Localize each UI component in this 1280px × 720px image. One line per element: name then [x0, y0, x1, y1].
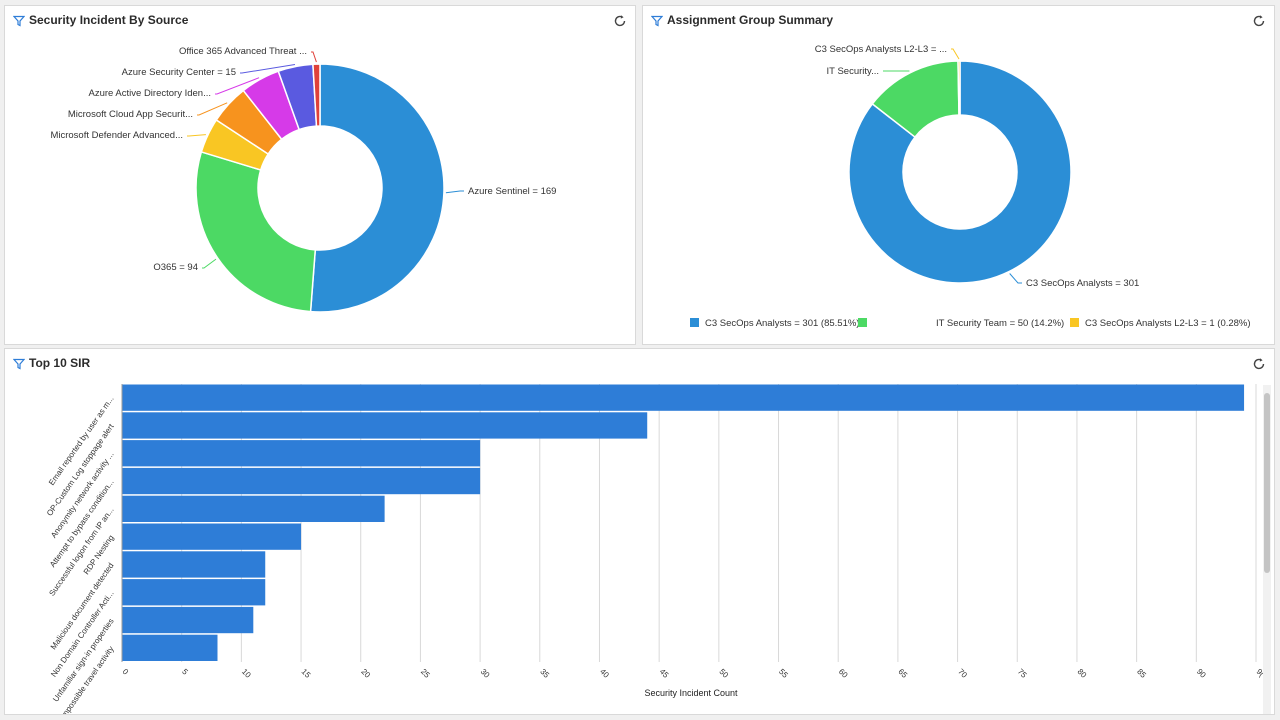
x-tick-label: 55 [777, 667, 790, 680]
label-leader-line [202, 258, 217, 269]
slice-label: Microsoft Cloud App Securit... [68, 109, 193, 120]
label-leader-line [187, 134, 206, 137]
x-tick-label: 85 [1135, 667, 1148, 680]
bar[interactable] [122, 467, 481, 495]
x-tick-label: 15 [300, 667, 313, 680]
legend-swatch [858, 318, 867, 327]
x-tick-label: 25 [419, 667, 432, 680]
donut-slice[interactable] [312, 63, 321, 127]
label-leader-line [215, 77, 260, 95]
label-leader-line [311, 51, 317, 63]
filter-icon[interactable] [13, 15, 25, 27]
refresh-icon[interactable] [1252, 357, 1266, 371]
panel-title: Top 10 SIR [29, 356, 91, 370]
bar[interactable] [122, 606, 254, 634]
label-leader-line [240, 64, 296, 74]
slice-label: Office 365 Advanced Threat ... [179, 46, 307, 57]
label-leader-line [197, 102, 228, 116]
x-tick-label: 70 [956, 667, 969, 680]
top-10-sir-bar-chart: 0 5 10 15 20 25 30 35 40 45 50 55 60 65 70 75 80 85 90 9(Em… [45, 384, 1263, 714]
scrollbar-thumb[interactable] [1264, 393, 1270, 573]
refresh-icon[interactable] [613, 14, 627, 28]
bar[interactable] [122, 384, 1245, 411]
bar[interactable] [122, 523, 302, 550]
panel-title: Security Incident By Source [29, 13, 189, 27]
slice-label: IT Security... [827, 66, 879, 77]
vertical-scrollbar[interactable] [1263, 385, 1271, 714]
bar[interactable] [122, 495, 385, 522]
slice-label: Azure Security Center = 15 [122, 67, 236, 78]
top-10-sir-panel: Top 10 SIR 0 5 10 15 20 25 30 35 40 45 50 55 60 65 70 7… [4, 348, 1275, 715]
slice-label: C3 SecOps Analysts = 301 [1026, 278, 1139, 289]
x-axis-title: Security Incident Count [644, 688, 738, 698]
legend-swatch [1070, 318, 1079, 327]
slice-label: C3 SecOps Analysts L2-L3 = ... [815, 44, 947, 55]
security-incident-by-source-panel: Security Incident By Source Azure Sentin… [4, 5, 636, 345]
source-donut-chart: Azure Sentinel = 169 O365 = 94 Microsoft D… [50, 46, 556, 313]
bar[interactable] [122, 412, 648, 439]
x-tick-label: 30 [479, 667, 492, 680]
donut-slice[interactable] [848, 60, 1072, 284]
legend-swatch [690, 318, 699, 327]
x-tick-label: 75 [1016, 667, 1029, 680]
donut-slice[interactable] [195, 150, 317, 313]
x-tick-label: 65 [896, 667, 909, 680]
x-tick-label: 40 [598, 667, 611, 680]
bar[interactable] [122, 440, 481, 467]
filter-icon[interactable] [13, 358, 25, 370]
legend-label: C3 SecOps Analysts L2-L3 = 1 (0.28%) [1085, 318, 1251, 329]
legend-label: C3 SecOps Analysts = 301 (85.51%) [705, 318, 859, 329]
label-leader-line [1009, 273, 1022, 284]
filter-icon[interactable] [651, 15, 663, 27]
label-leader-line [951, 48, 960, 60]
x-tick-label: 60 [837, 667, 850, 680]
x-tick-label: 9( [1255, 667, 1263, 679]
x-tick-label: 45 [658, 667, 671, 680]
assignment-group-summary-panel: Assignment Group Summary C3 SecOps Analy… [642, 5, 1275, 345]
x-tick-label: 90 [1195, 667, 1208, 680]
donut-slice[interactable] [309, 63, 445, 313]
label-leader-line [445, 190, 464, 194]
slice-label: O365 = 94 [153, 262, 198, 273]
x-tick-label: 20 [359, 667, 372, 680]
donut-slice[interactable] [957, 60, 961, 116]
bar[interactable] [122, 579, 266, 606]
x-tick-label: 0 [121, 667, 131, 677]
bar[interactable] [122, 551, 266, 578]
x-tick-label: 10 [240, 667, 253, 680]
slice-label: Azure Sentinel = 169 [468, 186, 556, 197]
bar[interactable] [122, 634, 218, 661]
refresh-icon[interactable] [1252, 14, 1266, 28]
panel-title: Assignment Group Summary [667, 13, 834, 27]
slice-label: Azure Active Directory Iden... [89, 88, 212, 99]
assignment-donut-chart: C3 SecOps Analysts = 301 IT Security... C3… [690, 44, 1251, 329]
x-tick-label: 80 [1076, 667, 1089, 680]
slice-label: Microsoft Defender Advanced... [50, 130, 183, 141]
legend-label: IT Security Team = 50 (14.2%) [936, 318, 1064, 329]
x-tick-label: 5 [180, 667, 190, 677]
x-tick-label: 50 [717, 667, 730, 680]
x-tick-label: 35 [538, 667, 551, 680]
